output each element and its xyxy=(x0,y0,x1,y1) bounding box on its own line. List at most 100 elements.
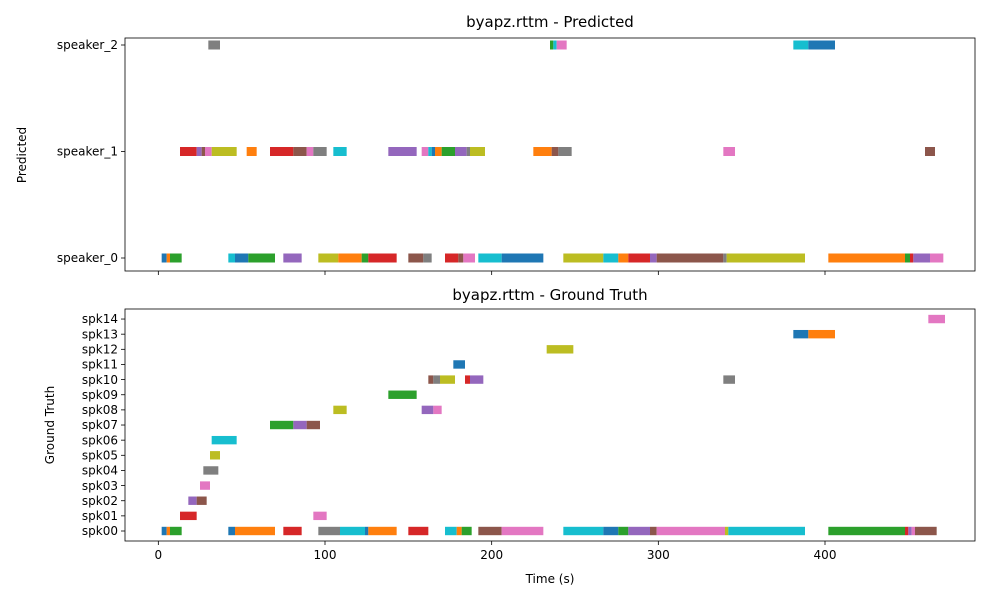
predicted-segment-speaker_0-22 xyxy=(650,253,657,263)
predicted-segment-speaker_0-24 xyxy=(723,253,727,263)
ground-truth-segment-spk02-31 xyxy=(188,496,197,505)
predicted-panel: byapz.rttm - Predicted speaker_0speaker_… xyxy=(15,13,976,275)
ground-truth-segment-spk14-54 xyxy=(928,314,945,324)
predicted-segment-speaker_1-33 xyxy=(201,147,205,156)
ground-truth-y-tick-label-spk07: spk07 xyxy=(82,418,118,432)
predicted-segment-speaker_0-30 xyxy=(930,253,944,263)
predicted-y-axis-label: Predicted xyxy=(15,127,29,183)
ground-truth-segment-spk13-52 xyxy=(793,329,809,339)
ground-truth-segment-spk00-12 xyxy=(456,526,462,536)
ground-truth-segment-spk00-19 xyxy=(628,526,650,536)
ground-truth-segment-spk13-53 xyxy=(808,329,835,339)
predicted-segment-speaker_0-29 xyxy=(913,253,930,263)
ground-truth-segment-spk08-41 xyxy=(421,405,434,415)
ground-truth-segment-spk00-15 xyxy=(501,526,544,536)
predicted-segment-speaker_0-12 xyxy=(423,253,432,263)
predicted-segment-speaker_2-61 xyxy=(808,40,835,50)
ground-truth-segment-spk00-17 xyxy=(603,526,619,536)
predicted-segment-speaker_1-45 xyxy=(431,147,435,156)
ground-truth-segment-spk00-1 xyxy=(166,526,170,536)
predicted-segment-speaker_1-48 xyxy=(455,147,467,156)
predicted-segment-speaker_1-42 xyxy=(388,147,417,156)
ground-truth-segment-spk07-39 xyxy=(306,420,320,430)
ground-truth-segment-spk00-10 xyxy=(408,526,429,536)
ground-truth-segment-spk00-18 xyxy=(618,526,629,536)
ground-truth-x-tick-label-100: 100 xyxy=(314,548,337,562)
predicted-segment-speaker_0-25 xyxy=(726,253,805,263)
predicted-segment-speaker_0-15 xyxy=(463,253,475,263)
ground-truth-y-tick-label-spk09: spk09 xyxy=(82,388,118,402)
ground-truth-segment-spk00-9 xyxy=(368,526,397,536)
predicted-title: byapz.rttm - Predicted xyxy=(466,13,634,31)
ground-truth-y-tick-label-spk06: spk06 xyxy=(82,433,118,447)
ground-truth-segment-spk07-37 xyxy=(270,420,294,430)
ground-truth-segment-spk00-3 xyxy=(228,526,235,536)
predicted-segment-speaker_1-39 xyxy=(306,147,314,156)
ground-truth-segment-spk00-5 xyxy=(283,526,302,536)
predicted-segment-speaker_1-46 xyxy=(435,147,442,156)
ground-truth-x-ticks: 0 100 200 300 400 xyxy=(155,541,836,562)
ground-truth-panel: byapz.rttm - Ground Truth spk00spk01spk0… xyxy=(43,286,976,586)
predicted-segment-speaker_1-53 xyxy=(558,147,572,156)
predicted-segments xyxy=(161,40,944,263)
predicted-segment-speaker_0-2 xyxy=(170,253,182,263)
predicted-segment-speaker_1-49 xyxy=(466,147,470,156)
ground-truth-segment-spk00-23 xyxy=(728,526,805,536)
ground-truth-segment-spk00-26 xyxy=(908,526,912,536)
predicted-segment-speaker_1-36 xyxy=(246,147,257,156)
ground-truth-segment-spk10-45 xyxy=(433,375,440,384)
ground-truth-y-axis-label: Ground Truth xyxy=(43,386,57,464)
ground-truth-y-tick-label-spk10: spk10 xyxy=(82,373,118,387)
predicted-x-ticks xyxy=(157,271,826,275)
predicted-segment-speaker_1-34 xyxy=(205,147,212,156)
ground-truth-segment-spk10-44 xyxy=(428,375,434,384)
ground-truth-segment-spk00-25 xyxy=(905,526,909,536)
predicted-segment-speaker_1-51 xyxy=(533,147,552,156)
predicted-segment-speaker_0-17 xyxy=(501,253,544,263)
ground-truth-segment-spk00-27 xyxy=(911,526,915,536)
ground-truth-segment-spk00-22 xyxy=(725,526,729,536)
predicted-segment-speaker_0-0 xyxy=(161,253,167,263)
predicted-segment-speaker_1-50 xyxy=(470,147,485,156)
ground-truth-y-tick-label-spk13: spk13 xyxy=(82,327,118,341)
predicted-segment-speaker_2-60 xyxy=(793,40,809,50)
ground-truth-segment-spk02-32 xyxy=(196,496,207,505)
predicted-segment-speaker_1-47 xyxy=(441,147,455,156)
predicted-segment-speaker_1-35 xyxy=(211,147,237,156)
predicted-segment-speaker_1-41 xyxy=(333,147,347,156)
predicted-segment-speaker_0-26 xyxy=(828,253,905,263)
ground-truth-segment-spk03-33 xyxy=(200,481,210,490)
ground-truth-segment-spk00-11 xyxy=(445,526,457,536)
ground-truth-y-tick-label-spk01: spk01 xyxy=(82,509,118,523)
predicted-y-tick-label-speaker_2: speaker_2 xyxy=(57,38,118,52)
predicted-segment-speaker_1-55 xyxy=(925,147,935,156)
predicted-segment-speaker_0-4 xyxy=(235,253,249,263)
ground-truth-segment-spk00-20 xyxy=(650,526,657,536)
ground-truth-segment-spk05-35 xyxy=(210,451,220,460)
predicted-segment-speaker_0-19 xyxy=(603,253,619,263)
predicted-segment-speaker_0-8 xyxy=(338,253,362,263)
ground-truth-segment-spk00-21 xyxy=(656,526,725,536)
predicted-segment-speaker_0-3 xyxy=(228,253,235,263)
predicted-segment-speaker_0-5 xyxy=(248,253,275,263)
ground-truth-segment-spk00-8 xyxy=(365,526,369,536)
predicted-segment-speaker_1-52 xyxy=(551,147,559,156)
predicted-segment-speaker_0-20 xyxy=(618,253,629,263)
ground-truth-segment-spk00-4 xyxy=(235,526,275,536)
predicted-segment-speaker_1-37 xyxy=(270,147,294,156)
predicted-y-ticks: speaker_0 speaker_1 speaker_2 xyxy=(57,38,125,265)
ground-truth-y-tick-label-spk14: spk14 xyxy=(82,312,118,326)
predicted-segment-speaker_1-40 xyxy=(313,147,327,156)
predicted-segment-speaker_0-23 xyxy=(656,253,724,263)
predicted-plot-frame xyxy=(124,37,976,272)
ground-truth-segment-spk00-16 xyxy=(563,526,604,536)
predicted-segment-speaker_0-16 xyxy=(478,253,502,263)
ground-truth-y-tick-label-spk08: spk08 xyxy=(82,403,118,417)
predicted-y-tick-label-speaker_1: speaker_1 xyxy=(57,145,118,159)
predicted-segment-speaker_0-11 xyxy=(408,253,424,263)
predicted-segment-speaker_0-13 xyxy=(445,253,459,263)
predicted-segment-speaker_1-38 xyxy=(293,147,307,156)
ground-truth-segment-spk00-14 xyxy=(478,526,502,536)
predicted-segment-speaker_0-28 xyxy=(910,253,914,263)
